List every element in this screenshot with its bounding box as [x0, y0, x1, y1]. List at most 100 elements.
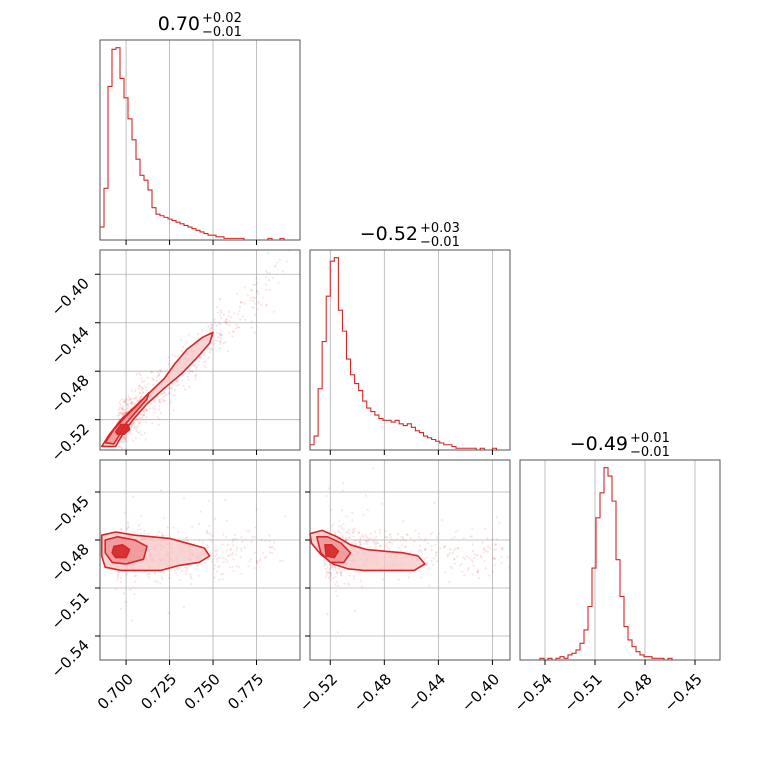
sample-point [118, 407, 121, 410]
sample-point [438, 532, 441, 535]
sample-point [158, 417, 161, 421]
sample-point [228, 320, 231, 323]
sample-point [363, 542, 366, 546]
sample-point [392, 539, 395, 542]
sample-point [170, 400, 173, 403]
sample-point [245, 529, 248, 533]
sample-point [268, 288, 271, 291]
x-tick-label: −0.51 [561, 670, 606, 715]
sample-point [332, 523, 335, 526]
sample-point [137, 387, 140, 390]
sample-point [119, 577, 122, 580]
sample-point [347, 584, 350, 587]
y-tick-label: −0.40 [48, 274, 93, 319]
sample-point [151, 383, 155, 387]
sample-point [133, 397, 136, 400]
sample-point [348, 532, 351, 535]
sample-point [118, 445, 121, 448]
sample-point [443, 546, 446, 549]
sample-point [484, 549, 487, 552]
sample-point [125, 434, 128, 437]
sample-point [444, 545, 447, 548]
sample-point [158, 404, 161, 407]
sample-point [165, 368, 168, 371]
sample-point [285, 260, 289, 263]
sample-point [397, 547, 400, 550]
sample-point [358, 540, 361, 543]
sample-point [153, 570, 157, 573]
sample-point [428, 584, 431, 587]
sample-point [127, 526, 130, 529]
sample-point [226, 555, 230, 558]
sample-point [239, 300, 242, 303]
sample-point [374, 543, 377, 546]
sample-point [123, 408, 126, 412]
sample-point [472, 549, 475, 553]
sample-point [130, 423, 134, 426]
sample-point [271, 276, 274, 279]
sample-point [234, 327, 237, 330]
sample-point [453, 549, 456, 552]
sample-point [125, 398, 128, 401]
sample-point [334, 575, 337, 578]
sample-point [231, 540, 234, 544]
sample-point [382, 578, 385, 581]
sample-point [148, 572, 151, 575]
sample-point [406, 533, 409, 537]
sample-point [184, 566, 187, 569]
sample-point [200, 356, 203, 359]
sample-point [213, 321, 216, 324]
sample-point [127, 395, 130, 398]
sample-point [265, 269, 268, 273]
sample-point [352, 575, 355, 578]
sample-point [205, 529, 209, 533]
sample-point [424, 537, 427, 541]
sample-point [226, 323, 229, 326]
sample-point [133, 574, 136, 578]
sample-point [160, 489, 163, 492]
sample-point [500, 547, 503, 550]
sample-point [225, 320, 228, 323]
sample-point [327, 571, 331, 575]
sample-point [190, 583, 193, 586]
sample-point [358, 541, 361, 544]
sample-point [449, 548, 452, 551]
sample-point [161, 393, 164, 396]
sample-point [143, 529, 146, 532]
sample-point [139, 396, 142, 399]
sample-point [456, 555, 459, 558]
sample-point [268, 534, 271, 537]
sample-point [219, 309, 222, 312]
sample-point [419, 538, 422, 541]
sample-point [139, 528, 142, 531]
sample-point [135, 574, 138, 578]
sample-point [247, 565, 250, 568]
sample-point [207, 325, 210, 328]
sample-point [122, 435, 125, 438]
sample-point [150, 371, 153, 374]
sample-point [124, 398, 128, 401]
title-param-0-plus: +0.02 [202, 11, 242, 26]
sample-point [366, 540, 369, 543]
sample-point [471, 543, 474, 546]
sample-point [131, 405, 134, 408]
sample-point [161, 534, 164, 537]
sample-point [399, 539, 402, 542]
sample-point [338, 566, 341, 569]
sample-point [250, 306, 253, 309]
sample-point [221, 578, 224, 581]
sample-point [420, 576, 423, 579]
sample-point [347, 536, 350, 540]
title-param-1: −0.52 [360, 223, 418, 245]
sample-point [273, 310, 276, 313]
sample-point [404, 545, 407, 548]
sample-point [143, 532, 146, 535]
sample-point [361, 534, 364, 537]
sample-point [258, 559, 262, 563]
sample-point [209, 327, 212, 330]
sample-point [407, 576, 410, 579]
y-tick-label: −0.54 [48, 636, 93, 681]
sample-point [256, 562, 259, 565]
sample-point [218, 332, 221, 335]
sample-point [145, 386, 148, 389]
